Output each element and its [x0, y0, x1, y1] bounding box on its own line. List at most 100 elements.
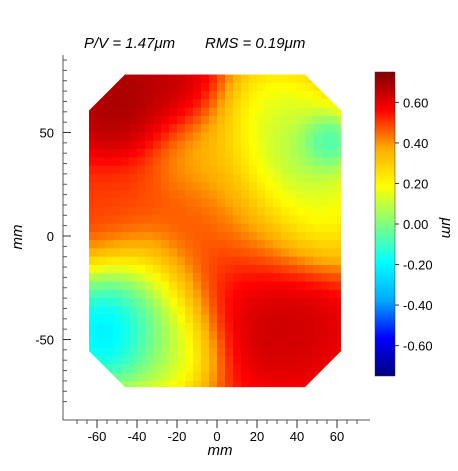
surface-cell [257, 331, 266, 341]
surface-cell [201, 273, 210, 283]
surface-cell [329, 306, 338, 316]
surface-cell [121, 190, 130, 200]
surface-cell [177, 215, 186, 225]
surface-cell [313, 298, 322, 307]
surface-cell [329, 74, 338, 84]
surface-cell [137, 82, 146, 92]
surface-cell [313, 273, 322, 283]
surface-cell [273, 306, 282, 316]
surface-cell [161, 231, 170, 241]
colorbar-gradient [374, 71, 396, 377]
surface-cell [153, 331, 162, 341]
surface-cell [153, 389, 162, 398]
surface-cell [233, 339, 242, 349]
surface-cell [105, 372, 114, 382]
surface-cell [321, 298, 330, 307]
surface-cell [185, 273, 194, 283]
surface-cell [129, 223, 138, 233]
surface-cell [89, 215, 98, 225]
surface-cell [289, 273, 298, 283]
surface-cell [257, 99, 266, 109]
surface-cell [233, 173, 242, 183]
surface-cell [225, 248, 234, 258]
surface-cell [257, 165, 266, 175]
surface-cell [345, 240, 354, 249]
y-tick-label: 0 [47, 229, 54, 244]
surface-cell [257, 273, 266, 283]
surface-cell [113, 149, 122, 158]
surface-cell [97, 173, 106, 183]
surface-cell [177, 248, 186, 258]
surface-cell [201, 248, 210, 258]
surface-cell [137, 182, 146, 192]
surface-cell [185, 91, 194, 100]
surface-cell [321, 91, 330, 100]
surface-cell [289, 372, 298, 382]
surface-cell [129, 74, 138, 84]
surface-cell [281, 190, 290, 200]
surface-cell [313, 190, 322, 200]
surface-cell [257, 140, 266, 150]
surface-cell [145, 248, 154, 258]
surface-cell [185, 132, 194, 142]
surface-cell [193, 223, 202, 233]
surface-cell [169, 314, 178, 324]
surface-cell [329, 240, 338, 250]
surface-cell [97, 132, 106, 142]
surface-cell [193, 372, 202, 382]
surface-cell [217, 339, 226, 349]
surface-cell [217, 107, 226, 117]
surface-cell [169, 264, 178, 274]
surface-cell [185, 215, 194, 225]
surface-cell [345, 381, 354, 390]
surface-cell [105, 314, 114, 324]
surface-cell [209, 331, 218, 341]
surface-cell [145, 331, 154, 341]
surface-cell [201, 306, 210, 316]
surface-cell [105, 165, 114, 175]
surface-cell [193, 331, 202, 341]
surface-cell [225, 173, 234, 183]
surface-cell [177, 364, 186, 374]
surface-cell [289, 248, 298, 258]
surface-cell [273, 273, 282, 283]
surface-cell [105, 281, 114, 291]
surface-cell [129, 124, 138, 134]
surface-cell [313, 356, 322, 365]
surface-cell [321, 380, 330, 388]
surface-cell [257, 380, 266, 388]
surface-cell [177, 223, 186, 233]
surface-cell [249, 82, 258, 92]
surface-cell [185, 107, 194, 117]
surface-cell [209, 140, 218, 150]
surface-cell [97, 140, 106, 150]
surface-cell [241, 339, 250, 349]
surface-cell [97, 372, 106, 382]
surface-cell [129, 356, 138, 365]
surface-cell [225, 314, 234, 324]
surface-cell [169, 240, 178, 250]
surface-cell [145, 223, 154, 233]
surface-cell [209, 372, 218, 382]
surface-cell [217, 182, 226, 192]
surface-cell [209, 389, 218, 398]
surface-cell [305, 149, 314, 158]
surface-cell [281, 339, 290, 349]
surface-cell [185, 207, 194, 216]
surface-cell [201, 215, 210, 225]
surface-cell [201, 256, 210, 266]
surface-cell [273, 91, 282, 100]
surface-cell [153, 289, 162, 299]
surface-cell [257, 240, 266, 250]
surface-cell [193, 231, 202, 241]
surface-cell [281, 157, 290, 167]
surface-cell [201, 74, 210, 84]
surface-cell [97, 306, 106, 316]
surface-cell [321, 190, 330, 200]
surface-cell [169, 99, 178, 109]
surface-cell [225, 132, 234, 142]
surface-cell [289, 306, 298, 316]
surface-cell [281, 264, 290, 274]
surface-cell [89, 91, 98, 100]
surface-cell [305, 273, 314, 283]
